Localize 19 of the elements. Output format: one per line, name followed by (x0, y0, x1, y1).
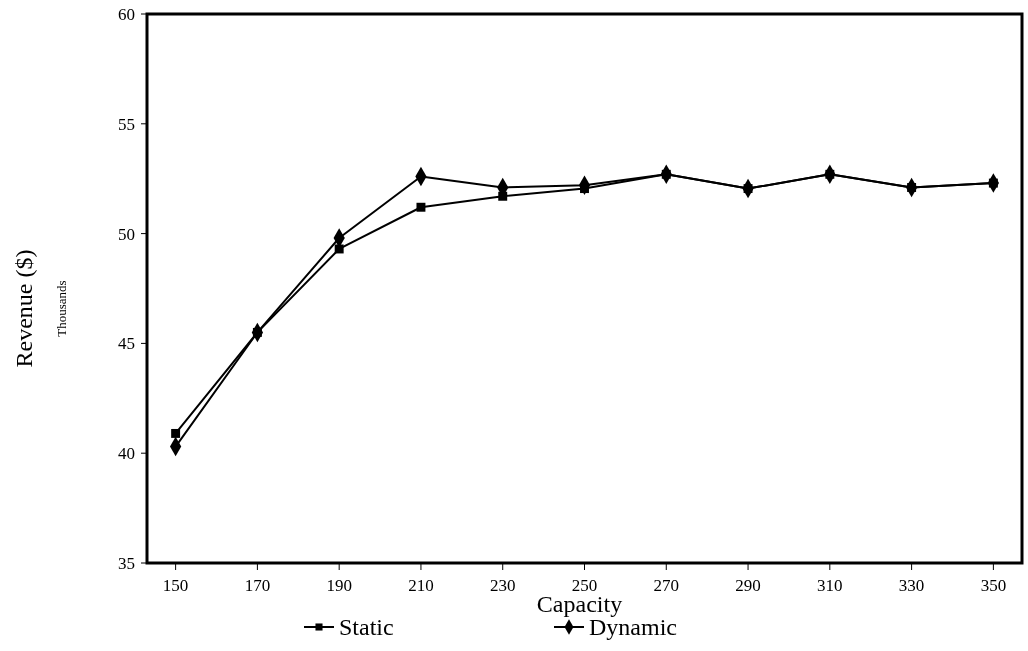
x-tick-label: 190 (326, 576, 352, 595)
x-tick-label: 290 (735, 576, 761, 595)
x-tick-label: 170 (244, 576, 271, 595)
x-tick-label: 150 (162, 576, 189, 595)
x-tick-label: 210 (408, 576, 434, 595)
x-tick-label: 270 (653, 576, 680, 595)
y-tick-label: 45 (118, 334, 135, 354)
x-tick-label: 330 (898, 576, 925, 595)
y-tick-label: 50 (118, 224, 135, 244)
text: Thousands (54, 280, 69, 337)
x-tick-label: 350 (980, 576, 1007, 595)
y-axis-title: Revenue ($) (11, 249, 37, 368)
y-tick-label: 55 (118, 114, 135, 134)
y-tick-label: 40 (118, 444, 135, 464)
x-tick-label: 310 (817, 576, 843, 595)
y-tick-label: 35 (118, 553, 135, 573)
legend-label: Static (339, 614, 394, 641)
x-tick-label: 230 (489, 576, 516, 595)
y-tick-label: 60 (118, 4, 135, 24)
